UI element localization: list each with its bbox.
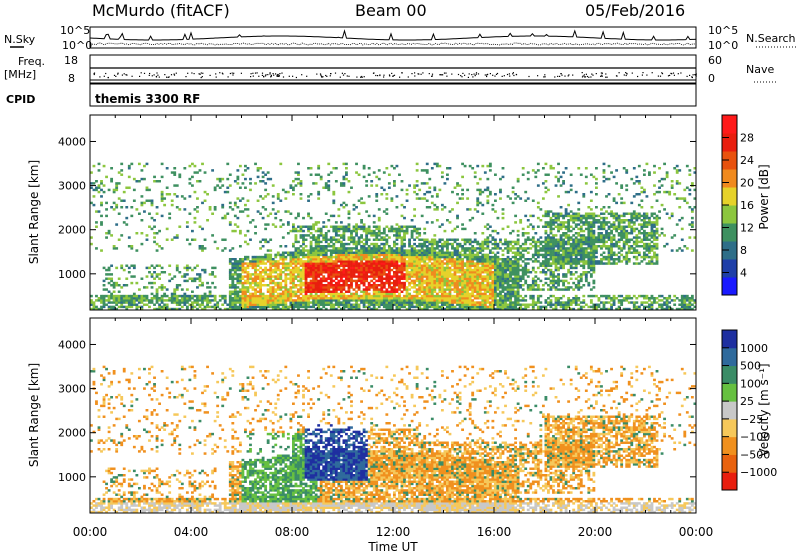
colorbar-tick-label: 4 (740, 267, 747, 280)
colorbar-segment (722, 115, 737, 134)
colorbar-tick-label: −1000 (740, 466, 777, 479)
noise-panel: N.Sky 10^5 10^0 10^5 10^0 N.Search (4, 24, 796, 52)
x-tick-label: 20:00 (578, 525, 613, 539)
freq-tick-top: 18 (64, 54, 78, 67)
cpid-program: themis 3300 RF (95, 92, 200, 106)
y-tick-label: 3000 (58, 180, 86, 193)
x-tick-label: 08:00 (275, 525, 310, 539)
y-tick-label: 4000 (58, 338, 86, 351)
y-tick-label: 1000 (58, 471, 86, 484)
colorbar-segment (722, 330, 737, 348)
power-colorbar: 28 24 20 16 12 8 4 (722, 115, 754, 296)
nave-tick-bottom: 0 (708, 72, 715, 85)
colorbar-segment (722, 259, 737, 278)
colorbar-segment (722, 205, 737, 224)
colorbar-tick-label: 20 (740, 177, 754, 190)
beam-title: Beam 00 (355, 1, 427, 20)
x-tick-label: 00:00 (73, 525, 108, 539)
x-tick-label: 16:00 (477, 525, 512, 539)
colorbar-tick-label: 24 (740, 154, 754, 167)
noise-right-tick-top: 10^5 (708, 24, 738, 37)
radar-figure: McMurdo (fitACF) Beam 00 05/Feb/2016 N.S… (0, 0, 800, 554)
date-title: 05/Feb/2016 (585, 1, 685, 20)
colorbar-tick-label: 12 (740, 222, 754, 235)
colorbar-segment (722, 454, 737, 472)
x-tick-label: 12:00 (376, 525, 411, 539)
y-tick-label: 2000 (58, 224, 86, 237)
colorbar-segment (722, 348, 737, 366)
velocity-ylabel: Slant Range [km] (27, 363, 41, 467)
x-tick-label: 00:00 (679, 525, 714, 539)
time-axis-title: Time UT (367, 540, 418, 554)
colorbar-tick-label: 1000 (740, 342, 768, 355)
colorbar-tick-label: 28 (740, 132, 754, 145)
y-tick-label: 2000 (58, 427, 86, 440)
power-ylabel: Slant Range [km] (27, 160, 41, 264)
colorbar-segment (722, 472, 737, 490)
velocity-heatmap (90, 366, 696, 514)
noise-left-tick-bottom: 10^0 (62, 39, 92, 52)
colorbar-segment (722, 401, 737, 419)
freq-tick-bottom: 8 (68, 72, 75, 85)
noise-traces (90, 31, 696, 45)
y-tick-label: 4000 (58, 135, 86, 148)
freq-traces (90, 68, 697, 80)
colorbar-segment (722, 187, 737, 206)
colorbar-segment (722, 133, 737, 152)
colorbar-segment (722, 366, 737, 384)
noise-left-tick-top: 10^5 (60, 24, 90, 37)
station-title: McMurdo (fitACF) (92, 1, 230, 20)
y-tick-label: 1000 (58, 268, 86, 281)
colorbar-tick-label: 16 (740, 199, 754, 212)
power-panel: 1000 2000 3000 4000 Slant Range [km] 28 24 20… (27, 115, 771, 310)
y-tick-label: 3000 (58, 383, 86, 396)
freq-label-1: Freq. (18, 55, 45, 68)
nave-tick-top: 60 (708, 54, 722, 67)
colorbar-segment (722, 223, 737, 242)
freq-label-2: [MHz] (4, 68, 36, 81)
power-cbar-label: Power [dB] (757, 164, 771, 229)
velocity-cbar-label: Velocity [m s⁻¹] (757, 363, 771, 456)
colorbar-segment (722, 383, 737, 401)
cpid-label: CPID (6, 93, 35, 106)
noise-sky-label: N.Sky (4, 33, 36, 46)
colorbar-segment (722, 437, 737, 455)
nave-label: Nave (746, 63, 774, 76)
noise-search-label: N.Search (746, 32, 796, 45)
colorbar-tick-label: 8 (740, 244, 747, 257)
colorbar-tick-label: 25 (740, 395, 754, 408)
freq-panel: Freq. [MHz] 18 8 60 0 Nave (4, 54, 776, 85)
time-axis-labels: 00:00 04:00 08:00 12:00 16:00 20:00 00:00 (73, 525, 714, 539)
colorbar-segment (722, 419, 737, 437)
noise-right-tick-bottom: 10^0 (708, 39, 738, 52)
power-heatmap (90, 163, 696, 311)
colorbar-segment (722, 169, 737, 188)
colorbar-segment (722, 277, 737, 296)
x-tick-label: 04:00 (174, 525, 209, 539)
